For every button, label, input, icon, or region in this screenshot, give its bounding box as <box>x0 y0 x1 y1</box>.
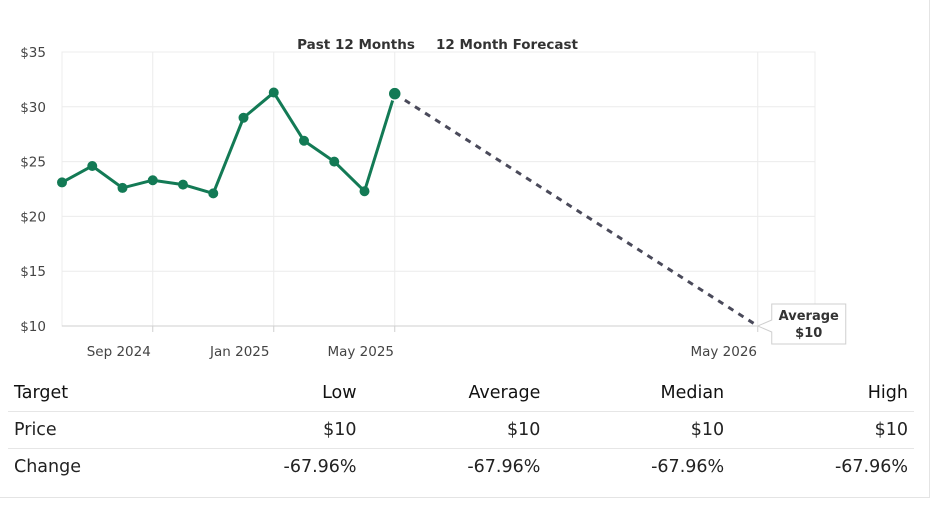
header-high: High <box>730 375 914 412</box>
price-target-table: Target Low Average Median High Price $10… <box>8 375 914 485</box>
table-row-price: Price $10 $10 $10 $10 <box>8 412 914 449</box>
table-header-row: Target Low Average Median High <box>8 375 914 412</box>
change-low: -67.96% <box>178 448 363 485</box>
header-average: Average <box>362 375 547 412</box>
price-chart: $35 $30 $25 $20 $15 $10 Sep 2024 Jan 2025 May 2… <box>20 37 847 360</box>
y-tick-label: $25 <box>20 155 46 171</box>
x-tick-label: May 2025 <box>327 344 394 360</box>
history-point <box>117 182 128 193</box>
price-target-card: $35 $30 $25 $20 $15 $10 Sep 2024 Jan 2025 May 2… <box>0 0 930 498</box>
header-low: Low <box>178 375 363 412</box>
x-tick-label: Sep 2024 <box>87 344 151 360</box>
history-point <box>238 112 249 123</box>
forecast-line <box>393 92 759 328</box>
history-point <box>178 179 188 190</box>
history-point <box>359 186 370 197</box>
history-point <box>57 177 67 188</box>
y-tick-label: $10 <box>20 319 46 335</box>
history-point <box>147 175 158 186</box>
x-tick-label: May 2026 <box>690 344 757 360</box>
y-tick-label: $35 <box>20 45 46 61</box>
history-point <box>387 86 402 101</box>
header-target: Target <box>8 375 179 412</box>
price-high: $10 <box>874 420 908 440</box>
y-tick-label: $30 <box>20 100 46 116</box>
history-point <box>208 188 219 199</box>
history-point <box>329 156 340 167</box>
x-tick-label: Jan 2025 <box>209 344 269 360</box>
legend-forecast: 12 Month Forecast <box>436 37 578 53</box>
history-point <box>87 160 98 171</box>
callout-value: $10 <box>795 326 822 341</box>
plot-frame <box>61 51 816 327</box>
legend-past: Past 12 Months <box>297 37 415 53</box>
history-point <box>268 87 279 98</box>
row-label-price: Price <box>14 420 57 440</box>
header-median: Median <box>546 375 731 412</box>
history-point <box>299 135 309 146</box>
y-tick-label: $15 <box>20 264 46 280</box>
table-row-change: Change -67.96% -67.96% -67.96% -67.96% <box>8 448 914 485</box>
callout-label: Average <box>779 309 839 324</box>
price-low: $10 <box>323 420 357 440</box>
price-median: $10 <box>690 420 725 440</box>
average-callout-box <box>756 303 847 345</box>
history-line <box>61 91 397 195</box>
y-tick-label: $20 <box>20 209 46 225</box>
change-average: -67.96% <box>362 448 547 485</box>
change-high: -67.96% <box>730 448 914 485</box>
change-median: -67.96% <box>546 448 731 485</box>
price-average: $10 <box>506 420 541 440</box>
row-label-change: Change <box>8 448 179 485</box>
